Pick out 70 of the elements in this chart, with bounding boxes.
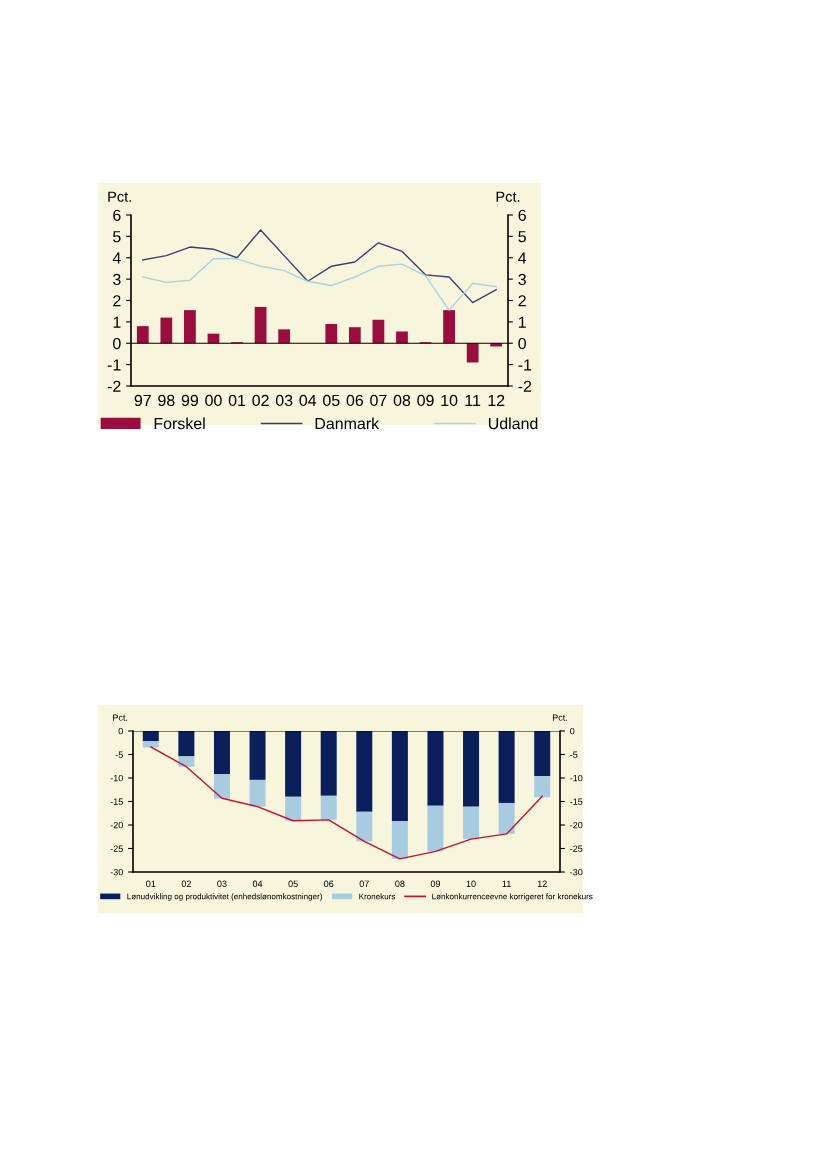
y2-tick-label: -15 xyxy=(570,798,583,805)
y2-tick-label: 0 xyxy=(518,337,526,350)
y-axis-title: Pct. xyxy=(113,714,128,721)
x-tick-label: 05 xyxy=(323,394,340,407)
y2-tick-label: 3 xyxy=(518,273,526,286)
y-tick-label: -20 xyxy=(110,821,123,829)
y-tick-label: -15 xyxy=(110,798,123,805)
x-tick-label: 07 xyxy=(359,880,369,887)
legend-label: Kronekurs xyxy=(359,893,396,900)
x-tick-label: 07 xyxy=(370,394,387,407)
y2-tick-label: -20 xyxy=(570,821,583,829)
y-tick-label: 1 xyxy=(113,316,121,328)
y2-tick-label: 1 xyxy=(518,316,526,328)
x-tick-label: 00 xyxy=(205,394,222,407)
y2-tick-label: -30 xyxy=(570,868,583,876)
x-tick-label: 08 xyxy=(395,880,405,887)
y-tick-label: 5 xyxy=(113,231,121,243)
y2-tick-label: -10 xyxy=(570,774,583,782)
x-tick-label: 01 xyxy=(146,880,156,887)
x-tick-label: 06 xyxy=(346,394,364,407)
y2-tick-label: 0 xyxy=(570,727,575,735)
x-tick-label: 11 xyxy=(502,880,511,887)
x-tick-label: 01 xyxy=(228,394,246,407)
legend-label: Lønudvikling og produktivitet (enhedslønomkostninger) xyxy=(127,893,322,901)
y2-tick-label: -25 xyxy=(570,845,583,852)
y2-tick-label: 4 xyxy=(518,252,527,264)
y-tick-label: -25 xyxy=(110,845,123,852)
y2-tick-label: 2 xyxy=(518,295,526,307)
x-tick-label: 06 xyxy=(324,880,334,887)
y2-axis-title: Pct. xyxy=(552,714,567,721)
y-tick-label: -1 xyxy=(107,359,121,371)
x-tick-label: 09 xyxy=(430,880,441,887)
legend-label: Forskel xyxy=(154,417,205,430)
y-tick-label: 0 xyxy=(118,727,123,735)
x-tick-label: 12 xyxy=(488,394,505,406)
legend-label: Danmark xyxy=(315,417,380,430)
x-tick-label: 98 xyxy=(158,394,175,407)
y-tick-label: 6 xyxy=(113,209,121,221)
y-tick-label: 4 xyxy=(112,252,121,264)
x-tick-label: 09 xyxy=(417,394,434,407)
y-tick-label: 0 xyxy=(113,337,121,350)
y-axis-title: Pct. xyxy=(108,191,131,202)
y-tick-label: -5 xyxy=(115,751,123,758)
y2-tick-label: -1 xyxy=(518,359,532,371)
x-tick-label: 10 xyxy=(466,880,476,887)
x-tick-label: 11 xyxy=(465,394,481,406)
x-tick-label: 10 xyxy=(441,394,458,407)
x-tick-label: 99 xyxy=(181,394,199,407)
x-tick-label: 03 xyxy=(275,394,293,407)
legend-label: Lønkonkurrenceevne korrigeret for kronekurs xyxy=(432,893,593,901)
x-tick-label: 04 xyxy=(299,394,317,407)
x-tick-label: 03 xyxy=(217,880,227,887)
y-tick-label: 2 xyxy=(113,295,121,307)
y2-tick-label: -2 xyxy=(518,380,532,392)
x-tick-label: 04 xyxy=(252,880,263,887)
x-tick-label: 12 xyxy=(537,880,547,887)
y-tick-label: -2 xyxy=(107,380,121,392)
y-tick-label: -10 xyxy=(110,774,123,782)
y-tick-label: -30 xyxy=(110,868,123,876)
x-tick-label: 02 xyxy=(252,394,269,407)
y2-tick-label: -5 xyxy=(570,751,578,758)
x-tick-label: 97 xyxy=(134,394,151,407)
y2-tick-label: 6 xyxy=(518,209,526,221)
x-tick-label: 02 xyxy=(181,880,191,887)
y-tick-label: 3 xyxy=(113,273,121,286)
y2-tick-label: 5 xyxy=(518,231,526,243)
y2-axis-title: Pct. xyxy=(496,191,520,202)
x-tick-label: 05 xyxy=(288,880,298,887)
legend-label: Udland xyxy=(488,417,538,430)
x-tick-label: 08 xyxy=(393,394,411,407)
